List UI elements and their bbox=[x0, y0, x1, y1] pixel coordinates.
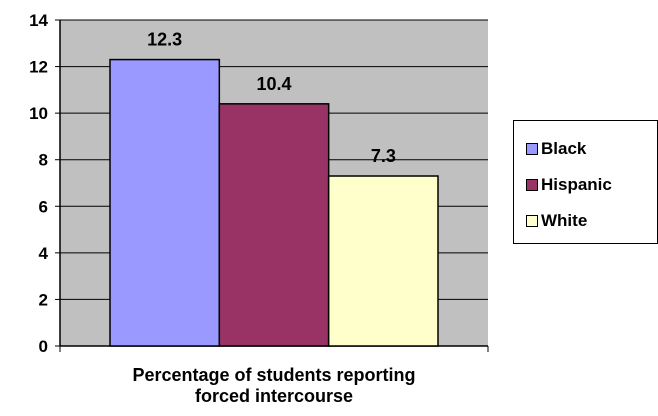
legend-label-white: White bbox=[541, 211, 588, 230]
legend-item-hispanic: Hispanic bbox=[526, 167, 657, 203]
legend-swatch-hispanic bbox=[526, 179, 538, 191]
y-tick-label-14: 14 bbox=[29, 11, 48, 30]
data-label-white: 7.3 bbox=[371, 146, 396, 166]
legend-swatch-white bbox=[526, 215, 538, 227]
bar-black bbox=[109, 58, 221, 347]
x-axis-label: Percentage of students reporting forced … bbox=[60, 365, 488, 407]
data-label-hispanic: 10.4 bbox=[256, 74, 291, 94]
y-tick-label-6: 6 bbox=[39, 197, 48, 216]
bar-white bbox=[327, 175, 439, 347]
legend-item-white: White bbox=[526, 203, 657, 239]
data-labels: 12.3 10.4 7.3 bbox=[147, 30, 396, 166]
legend-label-hispanic: Hispanic bbox=[541, 175, 612, 194]
x-axis-label-line-2: forced intercourse bbox=[194, 386, 354, 406]
bars bbox=[109, 58, 439, 347]
y-tick-label-2: 2 bbox=[39, 290, 48, 309]
legend-item-black: Black bbox=[526, 131, 657, 167]
y-tick-label-12: 12 bbox=[29, 58, 48, 77]
data-label-black: 12.3 bbox=[147, 30, 182, 50]
x-axis-label-line-1: Percentage of students reporting bbox=[132, 365, 416, 385]
legend-swatch-black bbox=[526, 143, 538, 155]
legend: Black Hispanic White bbox=[513, 120, 658, 244]
y-tick-label-0: 0 bbox=[39, 337, 48, 356]
bar-hispanic bbox=[218, 103, 330, 347]
legend-label-black: Black bbox=[541, 139, 587, 158]
y-tick-label-4: 4 bbox=[39, 244, 49, 263]
y-tick-label-8: 8 bbox=[39, 151, 48, 170]
y-tick-label-10: 10 bbox=[29, 104, 48, 123]
